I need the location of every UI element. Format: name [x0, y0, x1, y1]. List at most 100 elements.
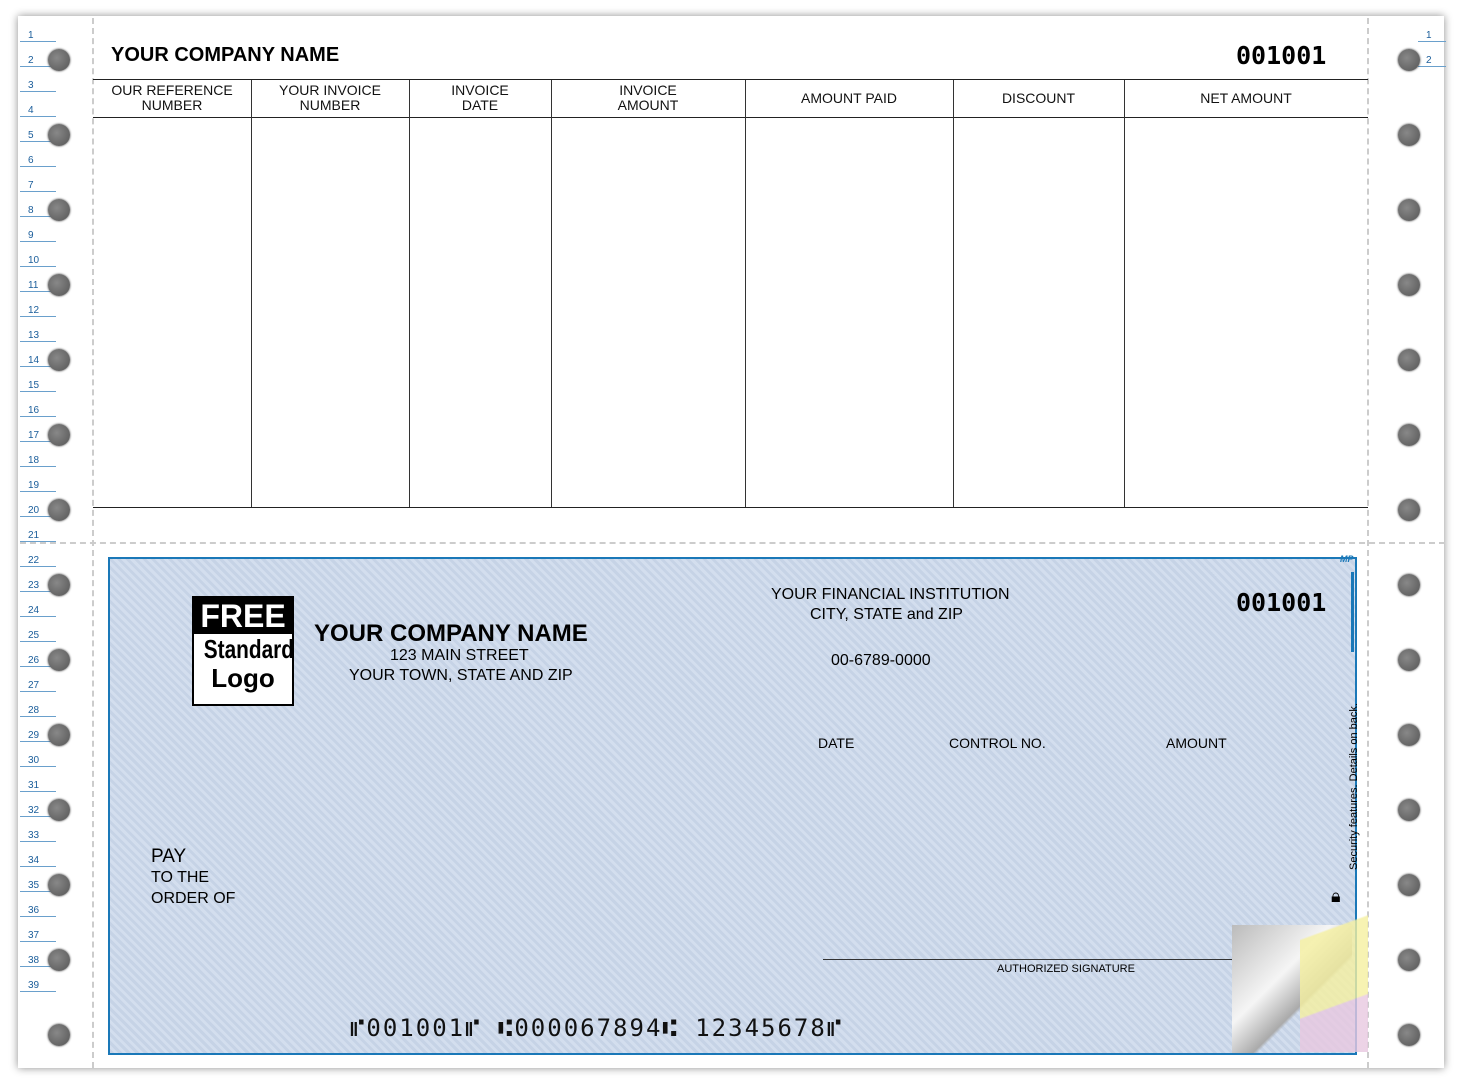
- margin-line-number: 2: [1418, 55, 1446, 67]
- tractor-feed-hole: [1398, 799, 1420, 821]
- accent-bar: [1351, 572, 1354, 652]
- free-standard-logo: FREE Standard Logo: [192, 596, 294, 706]
- column-divider: [409, 80, 410, 507]
- tractor-feed-hole: [1398, 124, 1420, 146]
- check-number: 001001: [1236, 588, 1327, 617]
- tractor-feed-hole: [1398, 1024, 1420, 1046]
- margin-line-number: 39: [20, 980, 56, 992]
- micr-line: ⑈001001⑈ ⑆000067894⑆ 12345678⑈: [350, 1014, 844, 1042]
- margin-line-number: 29: [20, 730, 56, 742]
- bank-city: CITY, STATE and ZIP: [810, 606, 963, 623]
- check-body: [108, 557, 1357, 1055]
- margin-line-number: 18: [20, 455, 56, 467]
- logo-free: FREE: [194, 598, 292, 634]
- column-header: YOUR INVOICE NUMBER: [279, 82, 381, 113]
- check-company-name: YOUR COMPANY NAME: [314, 620, 588, 647]
- margin-line-number: 19: [20, 480, 56, 492]
- column-header: DISCOUNT: [1001, 90, 1076, 106]
- column-divider: [551, 80, 552, 507]
- tractor-feed-hole: [48, 49, 70, 71]
- remittance-table: OUR REFERENCE NUMBER YOUR INVOICE NUMBER I…: [93, 79, 1368, 508]
- order-of-label: ORDER OF: [151, 890, 236, 907]
- tractor-feed-hole: [1398, 49, 1420, 71]
- logo-standard: Standard: [203, 634, 294, 664]
- tractor-feed-hole: [1398, 424, 1420, 446]
- margin-line-number: 8: [20, 205, 56, 217]
- tractor-feed-hole: [48, 424, 70, 446]
- margin-line-number: 28: [20, 705, 56, 717]
- company-street: 123 MAIN STREET: [390, 647, 529, 664]
- column-header: NET AMOUNT: [1200, 90, 1292, 106]
- tractor-feed-hole: [48, 724, 70, 746]
- margin-line-number: 12: [20, 305, 56, 317]
- margin-line-number: 1: [20, 30, 56, 42]
- signature-label: AUTHORIZED SIGNATURE: [997, 963, 1135, 975]
- tractor-feed-hole: [1398, 349, 1420, 371]
- margin-line-number: 4: [20, 105, 56, 117]
- routing-fraction: 00-6789-0000: [831, 652, 931, 669]
- margin-line-number: 32: [20, 805, 56, 817]
- margin-line-number: 10: [20, 255, 56, 267]
- column-header: INVOICE DATE: [451, 82, 509, 113]
- column-divider: [745, 80, 746, 507]
- margin-line-number: 13: [20, 330, 56, 342]
- logo-logo: Logo: [211, 663, 275, 693]
- margin-line-number: 23: [20, 580, 56, 592]
- tractor-feed-hole: [1398, 649, 1420, 671]
- date-label: DATE: [818, 735, 855, 751]
- margin-line-number: 3: [20, 80, 56, 92]
- security-text: Security features. Details on back.: [1348, 703, 1360, 870]
- stub-company-name: YOUR COMPANY NAME: [111, 44, 340, 66]
- header-divider: [93, 117, 1368, 118]
- margin-line-number: 7: [20, 180, 56, 192]
- margin-line-number: 27: [20, 680, 56, 692]
- margin-line-number: 6: [20, 155, 56, 167]
- tractor-feed-hole: [1398, 874, 1420, 896]
- column-header: AMOUNT PAID: [801, 90, 897, 106]
- margin-line-number: 11: [20, 280, 56, 292]
- pay-label: PAY: [151, 846, 187, 867]
- margin-line-number: 5: [20, 130, 56, 142]
- margin-line-number: 36: [20, 905, 56, 917]
- margin-line-number: 38: [20, 955, 56, 967]
- tractor-feed-hole: [48, 274, 70, 296]
- tractor-feed-hole: [1398, 499, 1420, 521]
- company-town: YOUR TOWN, STATE AND ZIP: [349, 667, 573, 684]
- tractor-feed-hole: [48, 349, 70, 371]
- tractor-feed-hole: [48, 199, 70, 221]
- margin-line-number: 2: [20, 55, 56, 67]
- to-the-label: TO THE: [151, 869, 210, 886]
- tractor-feed-hole: [48, 874, 70, 896]
- margin-line-number: 15: [20, 380, 56, 392]
- signature-line: [823, 959, 1313, 960]
- tractor-feed-hole: [48, 649, 70, 671]
- tractor-feed-hole: [48, 799, 70, 821]
- margin-line-number: 20: [20, 505, 56, 517]
- margin-line-number: 30: [20, 755, 56, 767]
- margin-line-number: 24: [20, 605, 56, 617]
- tractor-feed-hole: [1398, 574, 1420, 596]
- tractor-feed-hole: [48, 499, 70, 521]
- tractor-feed-hole: [48, 1024, 70, 1046]
- margin-line-number: 34: [20, 855, 56, 867]
- margin-line-number: 21: [20, 530, 56, 542]
- margin-line-number: 26: [20, 655, 56, 667]
- stub-check-number: 001001: [1236, 41, 1327, 70]
- perforation-middle: [20, 542, 1445, 544]
- control-number-label: CONTROL NO.: [949, 735, 1046, 751]
- margin-line-number: 17: [20, 430, 56, 442]
- margin-line-number: 16: [20, 405, 56, 417]
- tractor-feed-hole: [48, 949, 70, 971]
- tractor-feed-hole: [1398, 949, 1420, 971]
- tractor-feed-hole: [1398, 724, 1420, 746]
- margin-line-number: 22: [20, 555, 56, 567]
- margin-line-number: 14: [20, 355, 56, 367]
- mp-mark: MP: [1340, 554, 1354, 564]
- amount-label: AMOUNT: [1166, 735, 1227, 751]
- carbon-copy-layers: [1300, 880, 1368, 1052]
- margin-line-number: 1: [1418, 30, 1446, 42]
- margin-line-number: 35: [20, 880, 56, 892]
- margin-line-number: 25: [20, 630, 56, 642]
- column-divider: [1124, 80, 1125, 507]
- column-divider: [251, 80, 252, 507]
